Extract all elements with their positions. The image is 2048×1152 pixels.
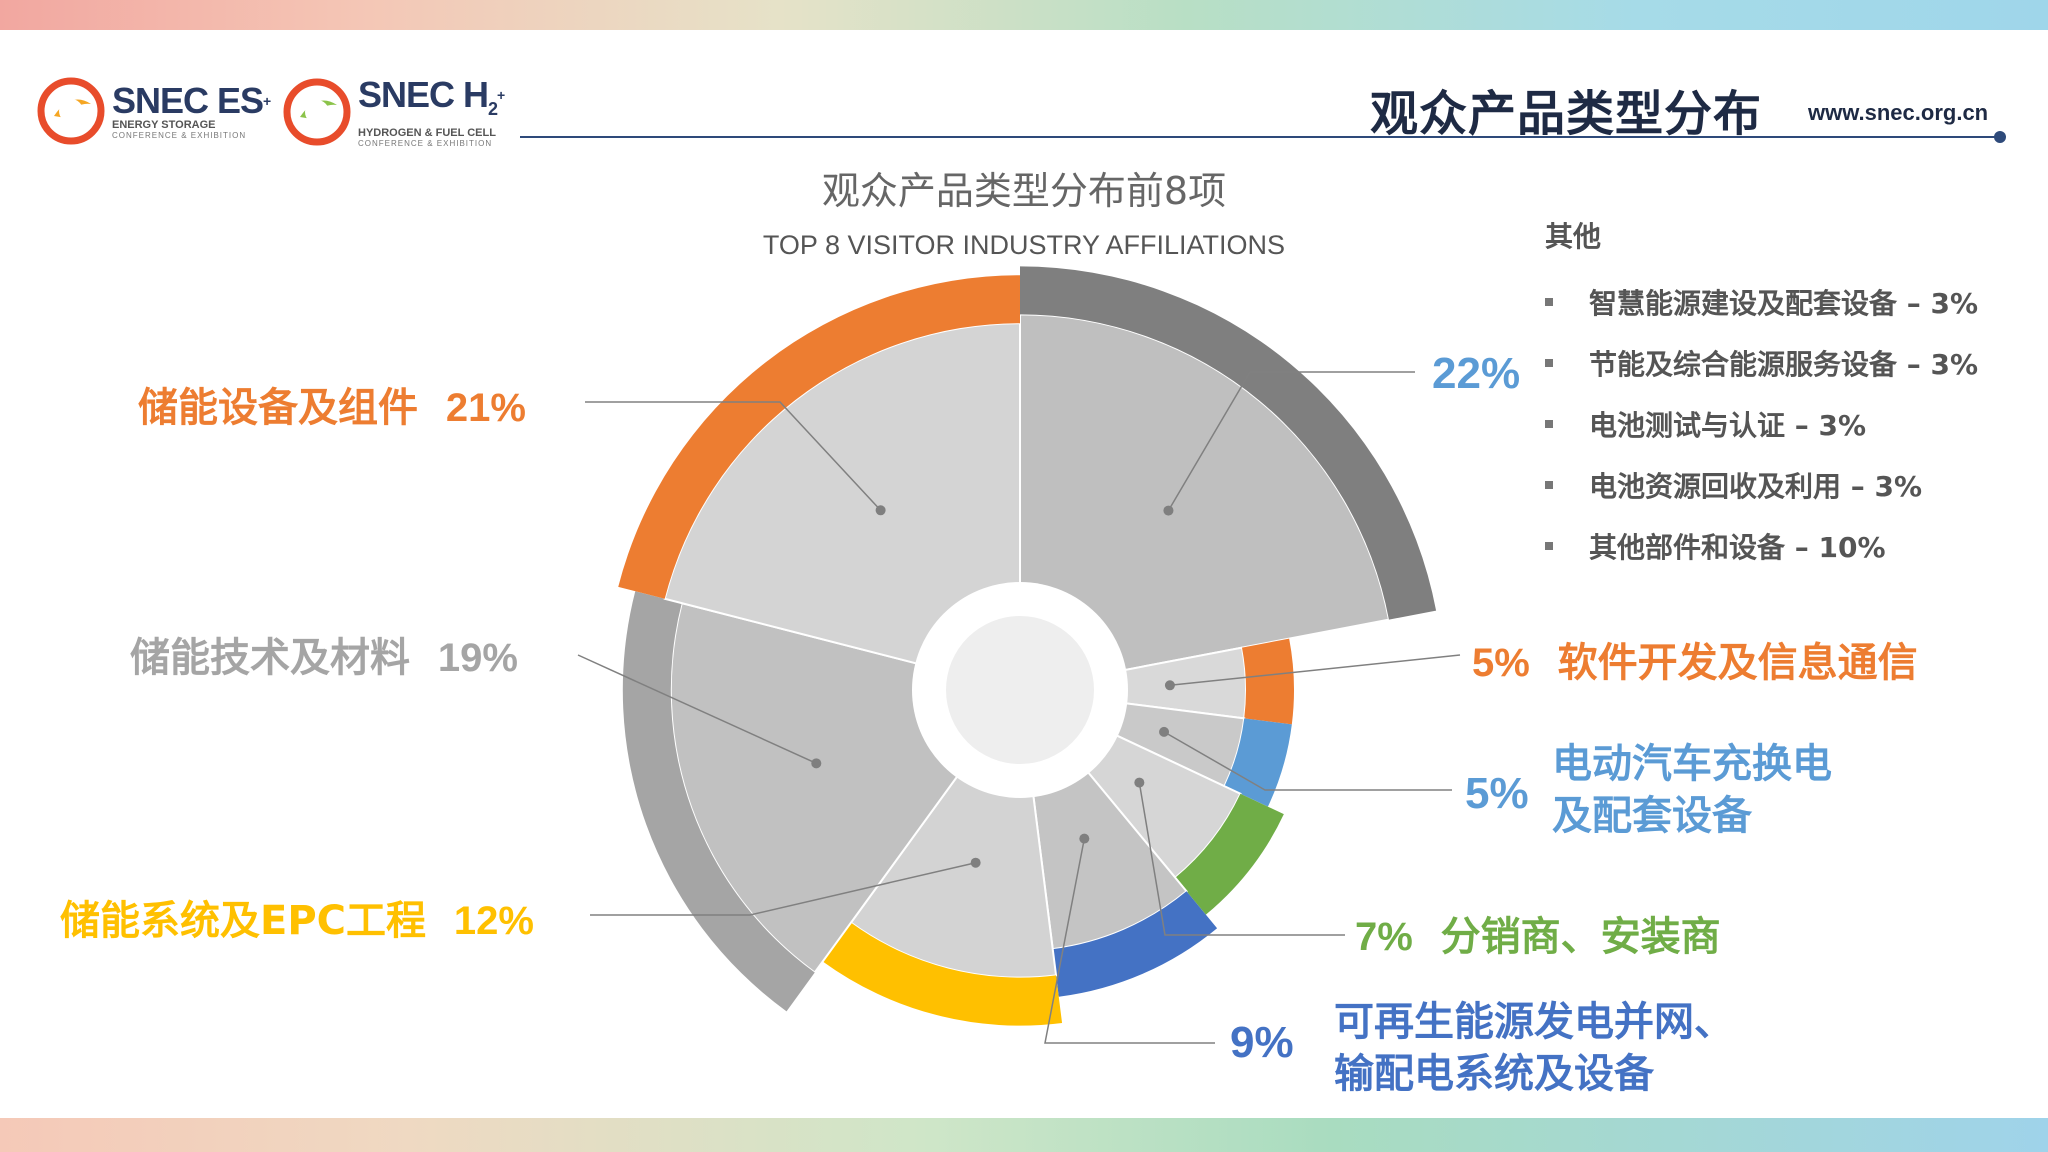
logo-h2-sup: + bbox=[497, 87, 505, 103]
slice-3-label: 电动汽车充换电 bbox=[1552, 741, 1832, 787]
slice-3-leader-line bbox=[1163, 731, 1452, 791]
bullet-square-icon bbox=[1545, 419, 1553, 428]
slice-2-leader-line bbox=[1169, 654, 1461, 687]
slice-2-ring bbox=[1241, 638, 1294, 725]
bullet-square-icon bbox=[1545, 358, 1553, 367]
logo-snec-es: SNEC ES+ ENERGY STORAGE CONFERENCE & EXH… bbox=[36, 76, 271, 146]
label-slice-1: 22% bbox=[1432, 348, 1520, 399]
slice-4-ring bbox=[1175, 793, 1284, 915]
slice-6-pct: 12% bbox=[453, 899, 534, 943]
slice-8-ring bbox=[618, 275, 1020, 599]
slice-8-label: 储能设备及组件 bbox=[138, 385, 418, 431]
slice-1-ring bbox=[1020, 266, 1437, 620]
others-title: 其他 bbox=[1545, 220, 1602, 253]
slice-5-leader-dot bbox=[1079, 833, 1090, 844]
label-slice-7: 储能技术及材料 19% bbox=[130, 625, 518, 683]
slice-1-leader-dot bbox=[1163, 505, 1174, 516]
label-slice-2: 5% 软件开发及信息通信 bbox=[1472, 630, 1918, 688]
slice-3-pct: 5% bbox=[1465, 769, 1529, 818]
slice-7-label: 储能技术及材料 bbox=[130, 635, 410, 681]
slice-3-ring bbox=[1224, 718, 1292, 807]
logo-es-name: SNEC ES bbox=[112, 80, 264, 121]
label-slice-4: 7% 分销商、安装商 bbox=[1355, 904, 1721, 962]
others-item-text: 智慧能源建设及配套设备 – 3% bbox=[1589, 286, 1979, 320]
label-slice-5-pct: 9% bbox=[1230, 1017, 1294, 1068]
others-item-text: 电池测试与认证 – 3% bbox=[1589, 408, 1867, 442]
slice-3-leader-dot bbox=[1159, 726, 1170, 737]
logo-h2-line2: CONFERENCE & EXHIBITION bbox=[358, 139, 493, 149]
slice-5-pct: 9% bbox=[1230, 1018, 1294, 1067]
logo-es-line1: ENERGY STORAGE bbox=[112, 119, 216, 131]
label-slice-6: 储能系统及EPC工程 12% bbox=[60, 888, 534, 946]
logo-h2-line1: HYDROGEN & FUEL CELL bbox=[358, 127, 496, 140]
slice-7-leader-dot bbox=[811, 758, 822, 769]
page-title: 观众产品类型分布 bbox=[1370, 86, 1763, 142]
logo-es-line2: CONFERENCE & EXHIBITION bbox=[112, 131, 247, 140]
logo-h2-sub: 2 bbox=[488, 99, 498, 120]
others-item: 节能及综合能源服务设备 – 3% bbox=[1545, 332, 1978, 393]
bottom-gradient-band bbox=[0, 1118, 2048, 1152]
slice-6-ring bbox=[822, 922, 1063, 1026]
others-item-text: 电池资源回收及利用 – 3% bbox=[1589, 469, 1923, 503]
slice-6-label: 储能系统及EPC工程 bbox=[60, 898, 426, 944]
label-slice-8: 储能设备及组件 21% bbox=[138, 375, 526, 433]
chart-subtitle: TOP 8 VISITOR INDUSTRY AFFILIATIONS bbox=[762, 230, 1286, 260]
slice-7-leader-line bbox=[577, 654, 817, 765]
slice-5-label: 可再生能源发电并网、 bbox=[1334, 999, 1734, 1045]
slice-8-leader-line bbox=[585, 401, 882, 511]
slice-7-pct: 19% bbox=[437, 636, 518, 680]
others-item: 电池测试与认证 – 3% bbox=[1545, 393, 1978, 454]
slice-6-leader-line bbox=[590, 861, 976, 916]
header-divider-dot bbox=[1994, 131, 2006, 143]
site-url: www.snec.org.cn bbox=[1808, 100, 1989, 125]
others-item: 电池资源回收及利用 – 3% bbox=[1545, 454, 1978, 515]
others-item: 其他部件和设备 – 10% bbox=[1545, 515, 1978, 576]
slice-1-pct: 22% bbox=[1432, 349, 1521, 398]
bullet-square-icon bbox=[1545, 541, 1553, 550]
logo-snec-h2: SNEC H2+ HYDROGEN & FUEL CELL CONFERENCE… bbox=[282, 74, 505, 149]
slice-5-leader-line bbox=[1044, 838, 1215, 1044]
slice-4-leader-dot bbox=[1134, 777, 1145, 788]
slice-8-pct: 21% bbox=[445, 386, 526, 430]
chart-center-disc bbox=[946, 616, 1094, 764]
snec-swirl-icon bbox=[37, 77, 105, 145]
bullet-square-icon bbox=[1545, 480, 1553, 489]
others-panel: 其他 智慧能源建设及配套设备 – 3% 节能及综合能源服务设备 – 3% 电池测… bbox=[1545, 215, 1978, 576]
label-slice-3-pct: 5% bbox=[1465, 768, 1529, 819]
others-list: 智慧能源建设及配套设备 – 3% 节能及综合能源服务设备 – 3% 电池测试与认… bbox=[1545, 271, 1978, 576]
slice-4-pct: 7% bbox=[1355, 915, 1413, 959]
slice-1-leader-line bbox=[1167, 371, 1415, 511]
slice-7-ring bbox=[622, 591, 815, 1012]
chart-title: 观众产品类型分布前8项 bbox=[821, 169, 1227, 213]
slice-8-leader-dot bbox=[875, 505, 886, 516]
label-slice-5: 可再生能源发电并网、 输配电系统及设备 bbox=[1334, 996, 1734, 1100]
bullet-square-icon bbox=[1545, 297, 1553, 306]
top-gradient-band bbox=[0, 0, 2048, 30]
others-item-text: 其他部件和设备 – 10% bbox=[1589, 530, 1886, 564]
label-slice-3: 电动汽车充换电 及配套设备 bbox=[1552, 738, 1832, 842]
slice-2-label: 软件开发及信息通信 bbox=[1557, 640, 1918, 686]
slice-2-leader-dot bbox=[1164, 680, 1175, 691]
slice-5-label2: 输配电系统及设备 bbox=[1334, 1051, 1654, 1097]
logo-es-sup: + bbox=[263, 93, 271, 109]
slice-5-ring bbox=[1052, 891, 1218, 997]
others-item: 智慧能源建设及配套设备 – 3% bbox=[1545, 271, 1978, 332]
slice-6-leader-dot bbox=[970, 857, 981, 868]
slice-4-label: 分销商、安装商 bbox=[1440, 914, 1721, 960]
snec-swirl-icon bbox=[283, 78, 351, 146]
slice-3-label2: 及配套设备 bbox=[1552, 793, 1752, 839]
slice-2-pct: 5% bbox=[1472, 641, 1530, 685]
slice-4-leader-line bbox=[1138, 782, 1345, 936]
header-divider bbox=[520, 136, 2000, 138]
logo-h2-name: SNEC H bbox=[358, 74, 489, 115]
others-item-text: 节能及综合能源服务设备 – 3% bbox=[1589, 347, 1979, 381]
